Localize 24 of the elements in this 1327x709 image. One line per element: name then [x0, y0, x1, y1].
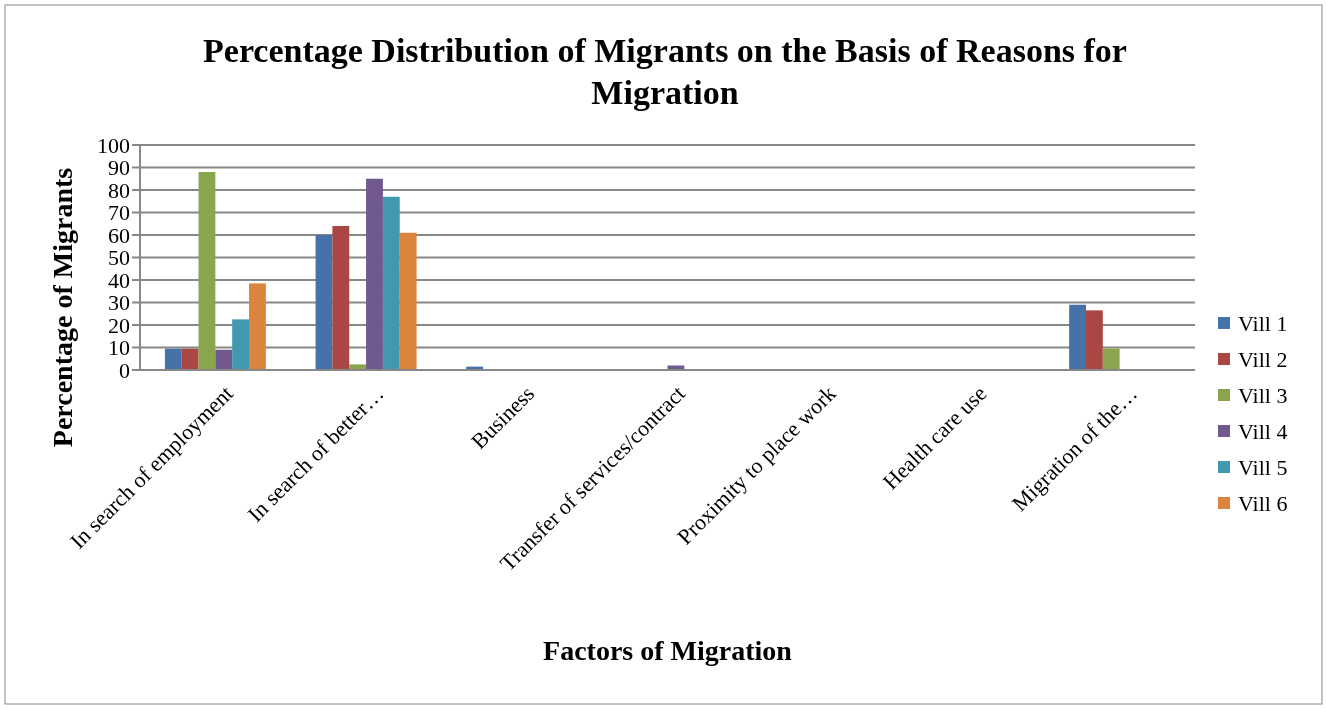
- bar: [215, 349, 233, 370]
- x-axis-title: Factors of Migration: [543, 635, 793, 666]
- bar: [1102, 348, 1120, 370]
- bar: [232, 319, 250, 370]
- bar: [315, 235, 333, 370]
- legend-label: Vill 2: [1238, 346, 1288, 372]
- legend-label: Vill 5: [1238, 454, 1288, 480]
- legend-label: Vill 3: [1238, 382, 1288, 408]
- legend-label: Vill 1: [1238, 310, 1288, 336]
- bar: [332, 226, 350, 370]
- bar: [198, 172, 216, 370]
- bar: [366, 178, 383, 370]
- legend-label: Vill 6: [1238, 490, 1288, 516]
- bar: [164, 348, 182, 370]
- legend-label: Vill 4: [1238, 418, 1288, 444]
- y-axis-title: Percentage of Migrants: [47, 167, 78, 448]
- bar: [181, 348, 199, 370]
- bar: [249, 283, 266, 370]
- bar: [399, 232, 417, 370]
- y-tick-label: 100: [97, 132, 130, 158]
- bar: [1085, 310, 1103, 370]
- chart-title: Percentage Distribution of Migrants on the Basis of Reasons for Migration: [203, 32, 1127, 111]
- bar: [382, 196, 400, 370]
- bar: [1069, 304, 1086, 370]
